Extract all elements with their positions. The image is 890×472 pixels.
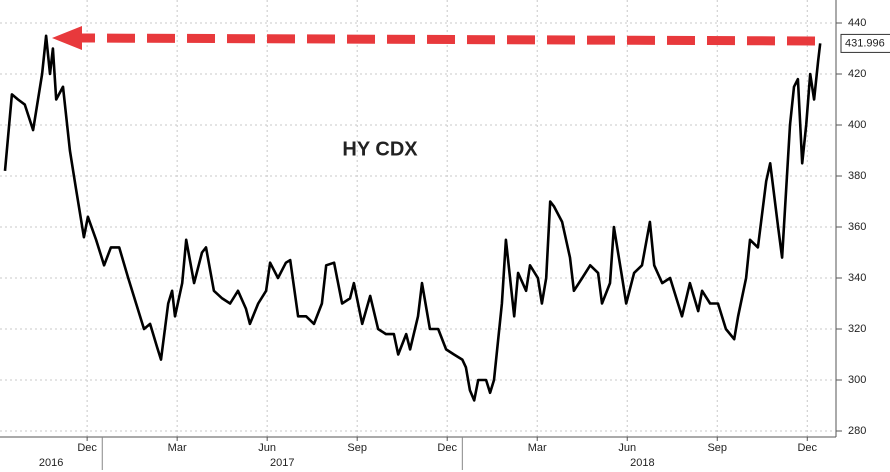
x-tick-label: Sep bbox=[347, 442, 367, 454]
x-tick-label: Jun bbox=[618, 442, 636, 454]
y-tick-label: 340 bbox=[848, 272, 866, 284]
x-tick-label: Mar bbox=[528, 442, 547, 454]
x-tick-label: Jun bbox=[258, 442, 276, 454]
y-tick-label: 360 bbox=[848, 221, 866, 233]
x-tick-label: Mar bbox=[168, 442, 187, 454]
last-value-label: 431.996 bbox=[845, 37, 885, 49]
year-label: 2018 bbox=[630, 457, 654, 469]
last-value-box bbox=[840, 33, 890, 53]
y-tick-label: 320 bbox=[848, 323, 866, 335]
x-tick-label: Dec bbox=[797, 442, 817, 454]
y-tick-label: 420 bbox=[848, 68, 866, 80]
x-tick-label: Dec bbox=[77, 442, 97, 454]
y-tick-label: 380 bbox=[848, 170, 866, 182]
chart-title: HY CDX bbox=[342, 138, 418, 160]
arrow-shaft bbox=[79, 33, 816, 46]
year-label: 2017 bbox=[270, 457, 294, 469]
y-tick-label: 440 bbox=[848, 17, 866, 29]
y-tick-label: 300 bbox=[848, 374, 866, 386]
year-label: 2016 bbox=[39, 457, 63, 469]
x-tick-label: Sep bbox=[707, 442, 727, 454]
y-tick-label: 280 bbox=[848, 425, 866, 437]
grid bbox=[0, 0, 835, 437]
line bbox=[3, 34, 822, 402]
y-tick-label: 400 bbox=[848, 119, 866, 131]
x-tick-label: Dec bbox=[437, 442, 457, 454]
arrow-head bbox=[52, 26, 82, 50]
